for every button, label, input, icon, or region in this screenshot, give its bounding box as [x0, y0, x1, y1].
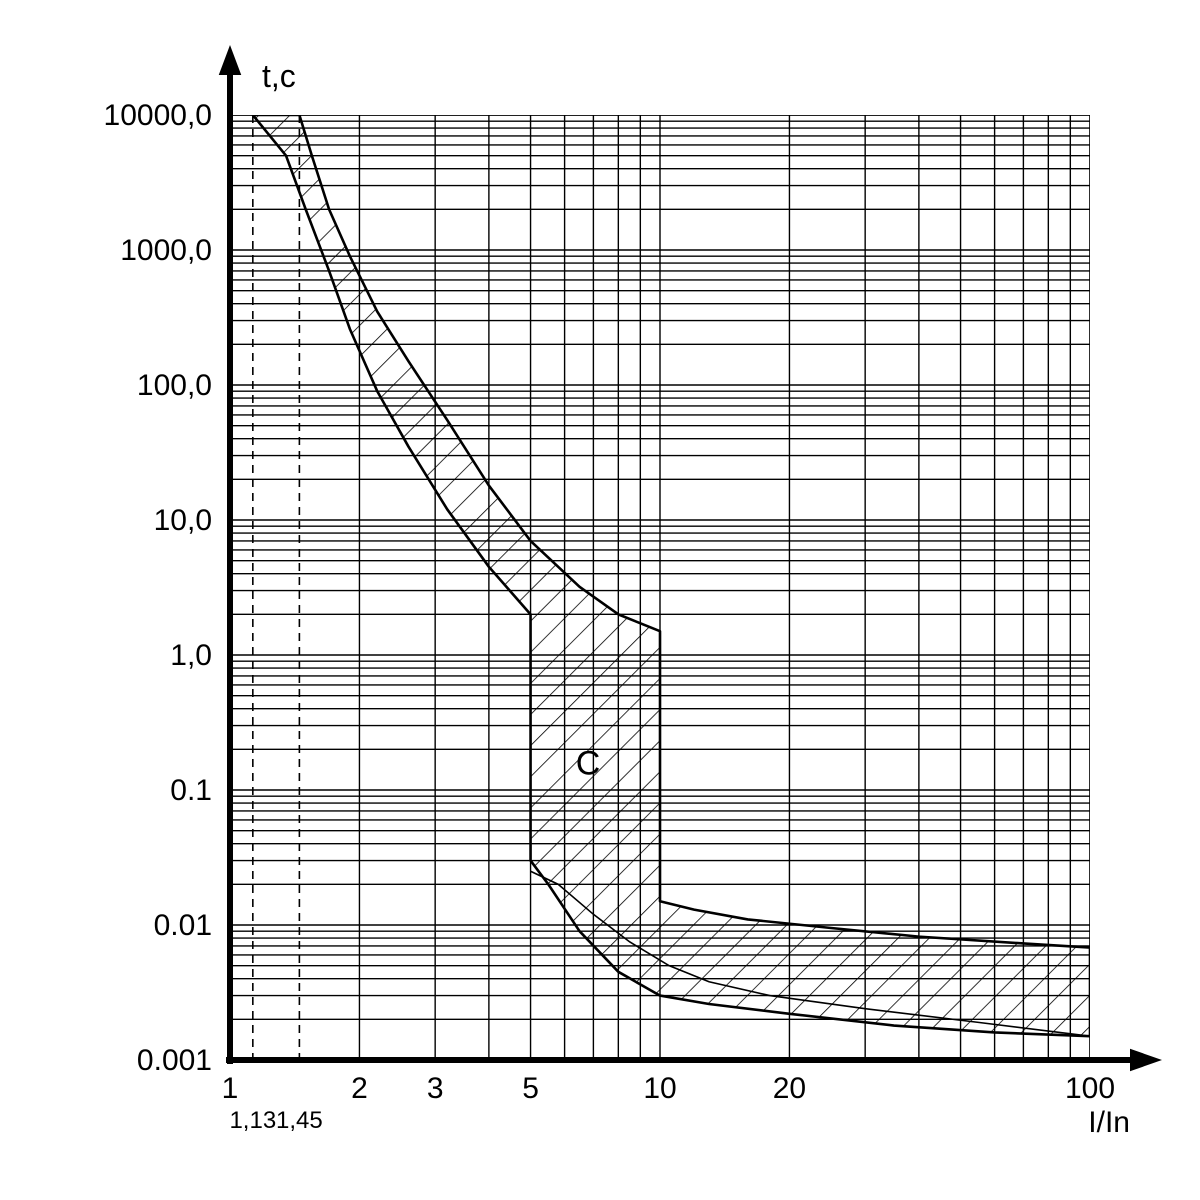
y-tick-label: 100,0	[137, 369, 212, 402]
x-tick-label: 5	[522, 1072, 539, 1105]
y-tick-label: 1000,0	[120, 234, 212, 267]
x-ref-label: 1,13	[229, 1107, 276, 1134]
chart-svg: C 0.001 0.01 0.1 1,0 10,0 100,0 1000,0 10000,0 t,…	[0, 0, 1200, 1200]
y-axis-label: t,c	[262, 58, 296, 94]
x-tick-label: 3	[427, 1072, 444, 1105]
x-ref-label: 1,45	[276, 1107, 323, 1134]
y-tick-label: 0.001	[137, 1044, 212, 1077]
y-tick-label: 10000,0	[104, 99, 212, 132]
y-tick-label: 0.01	[154, 909, 212, 942]
x-tick-label: 20	[773, 1072, 806, 1105]
y-tick-label: 0.1	[170, 774, 212, 807]
x-tick-label: 10	[643, 1072, 676, 1105]
region-label: C	[576, 745, 601, 783]
x-tick-label: 2	[351, 1072, 368, 1105]
x-tick-label: 1	[222, 1072, 239, 1105]
trip-curve-chart: C 0.001 0.01 0.1 1,0 10,0 100,0 1000,0 10000,0 t,…	[0, 0, 1200, 1200]
x-axis-label: I/In	[1088, 1106, 1130, 1139]
y-tick-label: 10,0	[154, 504, 212, 537]
y-tick-label: 1,0	[170, 639, 212, 672]
x-tick-label: 100	[1065, 1072, 1115, 1105]
